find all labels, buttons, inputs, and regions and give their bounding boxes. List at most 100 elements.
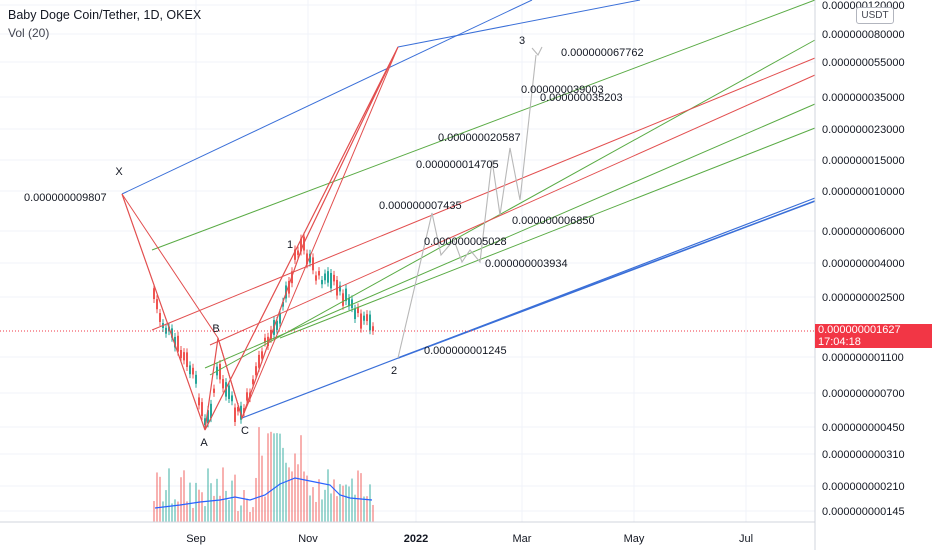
projection-price-label: 0.000000035203	[540, 92, 623, 104]
candle-body	[357, 307, 359, 314]
volume-bar	[327, 469, 329, 522]
volume-bar	[261, 455, 263, 522]
volume-bar	[171, 503, 173, 522]
volume-bar	[285, 462, 287, 522]
y-tick-label: 0.000000000700	[822, 388, 905, 400]
y-tick-label: 0.000000002500	[822, 292, 905, 304]
volume-bar	[201, 492, 203, 522]
candle-body	[219, 363, 221, 380]
candle-body	[222, 379, 224, 389]
y-tick-label: 0.000000000210	[822, 481, 905, 493]
candle-body	[201, 402, 203, 417]
channel-upper-line	[397, 0, 641, 48]
candle-body	[354, 308, 356, 320]
volume-bar	[324, 489, 326, 522]
candle-body	[183, 352, 185, 361]
projection-price-label: 0.000000006850	[512, 215, 595, 227]
volume-bar	[372, 504, 374, 522]
y-tick-label: 0.000000001100	[822, 352, 904, 364]
candle-body	[342, 293, 344, 306]
y-tick-label: 0.000000006000	[822, 226, 905, 238]
volume-bar	[198, 489, 200, 522]
candle-body	[279, 313, 281, 324]
point-3-price: 0.000000067762	[561, 47, 644, 59]
candle-body	[198, 397, 200, 406]
candle-body	[255, 366, 257, 376]
volume-bar	[183, 470, 185, 522]
candle-body	[261, 351, 263, 359]
x-tick-label: Mar	[513, 533, 532, 545]
candle-body	[297, 250, 299, 255]
symbol-title[interactable]: Baby Doge Coin/Tether, 1D, OKEX	[8, 8, 202, 22]
currency-button[interactable]: USDT	[856, 7, 894, 24]
volume-bar	[321, 499, 323, 522]
pattern-point-label: 1	[287, 239, 293, 251]
volume-bar	[219, 495, 221, 522]
candle-body	[204, 418, 206, 426]
volume-legend[interactable]: Vol (20)	[8, 26, 50, 40]
y-tick-label: 0.000000004000	[822, 258, 905, 270]
candle-body	[159, 313, 161, 322]
pattern-point-label: 2	[391, 365, 397, 377]
volume-bar	[279, 433, 281, 522]
volume-bar	[267, 433, 269, 522]
candle-body	[234, 407, 236, 422]
x-tick-label: Jul	[739, 533, 753, 545]
candle-body	[192, 367, 194, 375]
projection-price-label: 0.000000039003	[521, 84, 604, 96]
volume-bar	[312, 487, 314, 522]
candle-body	[276, 320, 278, 330]
point-2-price: 0.000000001245	[424, 345, 507, 357]
candle-body	[210, 403, 212, 419]
candle-body	[330, 272, 332, 289]
candle-body	[267, 336, 269, 347]
volume-bar	[369, 484, 371, 522]
projection-arrow	[531, 46, 543, 56]
volume-bar	[210, 483, 212, 522]
x-tick-label: May	[624, 533, 645, 545]
candle-body	[369, 314, 371, 331]
candle-body	[321, 279, 323, 285]
volume-bar	[168, 468, 170, 522]
candle-body	[348, 298, 350, 307]
y-tick-label: 0.000000080000	[822, 29, 905, 41]
y-tick-label: 0.000000000310	[822, 449, 905, 461]
volume-bar	[255, 477, 257, 522]
volume-bar	[354, 494, 356, 522]
candle-body	[360, 313, 362, 329]
volume-bar	[318, 479, 320, 522]
candle-body	[345, 288, 347, 302]
projection-price-label: 0.000000003934	[485, 258, 568, 270]
candle-body	[156, 299, 158, 310]
volume-bar	[162, 501, 164, 522]
candle-body	[315, 275, 317, 281]
volume-bar	[348, 486, 350, 522]
candle-body	[213, 388, 215, 393]
volume-bar	[258, 427, 260, 522]
candle-body	[237, 407, 239, 412]
volume-bar	[156, 472, 158, 522]
volume-bar	[225, 490, 227, 522]
candle-body	[231, 395, 233, 402]
volume-bar	[234, 474, 236, 522]
x-tick-label: Nov	[298, 533, 318, 545]
y-tick-label: 0.000000000145	[822, 506, 905, 518]
volume-bar	[351, 478, 353, 522]
volume-bar	[204, 506, 206, 522]
pattern-drawings	[121, 0, 816, 431]
candle-body	[252, 379, 254, 385]
harmonic-pattern	[121, 46, 399, 431]
volume-bar	[189, 482, 191, 522]
projection-price-label: 0.000000005028	[424, 236, 507, 248]
y-tick-label: 0.000000035000	[822, 92, 905, 104]
candle-body	[300, 238, 302, 252]
volume-bar	[282, 447, 284, 522]
candle-body	[246, 392, 248, 401]
candle-body	[363, 315, 365, 321]
candle-body	[153, 288, 155, 299]
chart-grid	[0, 0, 815, 522]
candle-body	[282, 301, 284, 307]
volume-bar	[243, 490, 245, 522]
volume-bar	[240, 505, 242, 522]
